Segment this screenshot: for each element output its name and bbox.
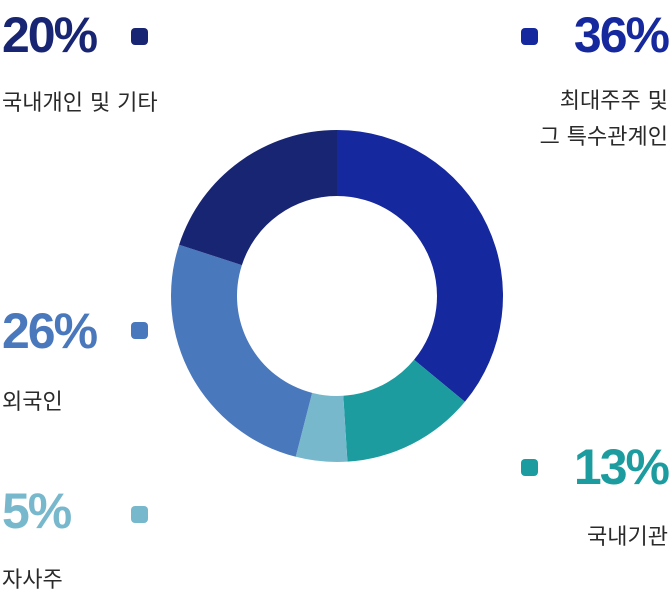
- slice-label-major-shareholder: 최대주주 및 그 특수관계인: [540, 84, 668, 156]
- legend-dot-major-shareholder: [521, 28, 538, 45]
- slice-foreign: [170, 244, 313, 457]
- slice-percent-treasury-stock: 5%: [2, 483, 72, 539]
- slice-percent-domestic-individual: 20%: [2, 7, 98, 63]
- slice-treasury-stock: [295, 392, 348, 462]
- legend-dot-domestic-institution: [521, 459, 538, 476]
- slice-label-major-shareholder-line2: 그 특수관계인: [539, 125, 668, 150]
- slice-percent-major-shareholder: 36%: [573, 7, 670, 63]
- legend-dot-treasury-stock: [131, 506, 148, 523]
- slice-domestic-institution: [343, 359, 465, 462]
- slice-label-major-shareholder-line1: 최대주주 및: [559, 89, 668, 114]
- legend-dot-foreign: [131, 322, 148, 339]
- slice-label-domestic-institution: 국내기관: [587, 525, 668, 550]
- slice-percent-domestic-institution: 13%: [573, 439, 670, 495]
- slice-label-domestic-individual: 국내개인 및 기타: [2, 91, 158, 116]
- slice-percent-foreign: 26%: [2, 303, 98, 359]
- slice-label-treasury-stock: 자사주: [2, 568, 63, 593]
- slice-major-shareholder: [337, 130, 503, 402]
- slice-domestic-individual: [179, 130, 337, 266]
- legend-dot-domestic-individual: [131, 28, 148, 45]
- slice-label-foreign: 외국인: [2, 390, 63, 415]
